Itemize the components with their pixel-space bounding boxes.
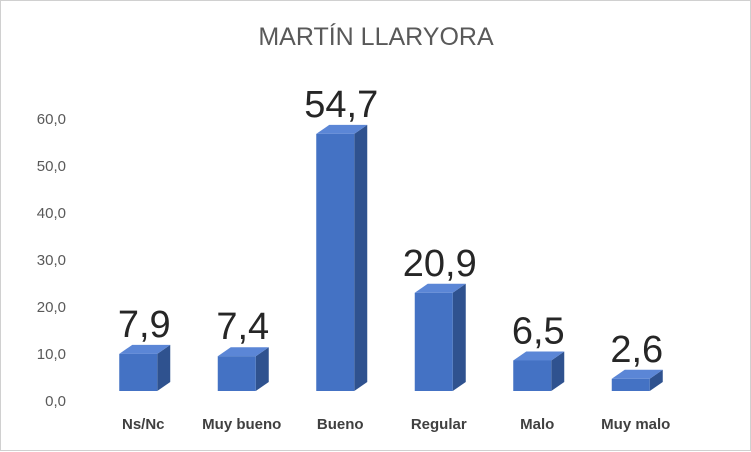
bars bbox=[119, 124, 663, 391]
y-tick-label: 30,0 bbox=[37, 252, 66, 269]
bar-front bbox=[414, 292, 453, 391]
y-tick-label: 0,0 bbox=[45, 393, 66, 410]
y-tick-label: 40,0 bbox=[37, 205, 66, 222]
data-label: 2,6 bbox=[610, 329, 663, 371]
data-labels: 7,9 7,4 54,7 20,9 6,5 2,6 bbox=[118, 84, 663, 371]
x-tick-label: Malo bbox=[520, 416, 554, 433]
chart-title: MARTÍN LLARYORA bbox=[258, 22, 494, 51]
y-tick-label: 10,0 bbox=[37, 346, 66, 363]
bar-top bbox=[119, 344, 171, 354]
bar-side bbox=[354, 124, 368, 391]
x-tick-label: Muy bueno bbox=[202, 416, 281, 433]
bar-side bbox=[157, 344, 171, 391]
y-axis: 0,0 10,0 20,0 30,0 40,0 50,0 60,0 bbox=[37, 111, 66, 410]
data-label: 7,4 bbox=[216, 306, 269, 348]
bar bbox=[513, 351, 565, 391]
y-tick-label: 60,0 bbox=[37, 111, 66, 128]
bar bbox=[119, 344, 171, 391]
bar-side bbox=[551, 351, 565, 391]
bar-front bbox=[611, 378, 650, 391]
bar bbox=[217, 347, 269, 391]
bar bbox=[611, 369, 663, 391]
bar-top bbox=[513, 351, 565, 361]
bar-top bbox=[316, 124, 368, 134]
bar-front bbox=[217, 356, 256, 391]
x-tick-label: Muy malo bbox=[601, 416, 670, 433]
data-label: 20,9 bbox=[403, 243, 477, 285]
x-tick-label: Ns/Nc bbox=[122, 416, 165, 433]
bar-side bbox=[452, 283, 466, 391]
bar-side bbox=[649, 369, 663, 391]
data-label: 7,9 bbox=[118, 304, 171, 346]
x-tick-label: Bueno bbox=[317, 416, 364, 433]
x-tick-label: Regular bbox=[411, 416, 467, 433]
bar-side bbox=[255, 347, 269, 391]
y-tick-label: 20,0 bbox=[37, 299, 66, 316]
data-label: 54,7 bbox=[304, 84, 378, 126]
bar-top bbox=[414, 283, 466, 293]
bar-front bbox=[316, 133, 355, 391]
bar-front bbox=[119, 353, 158, 391]
bar-top bbox=[217, 347, 269, 357]
x-axis: Ns/Nc Muy bueno Bueno Regular Malo Muy malo bbox=[122, 416, 670, 433]
bar bbox=[316, 124, 368, 391]
y-tick-label: 50,0 bbox=[37, 158, 66, 175]
bar-top bbox=[611, 369, 663, 379]
data-label: 6,5 bbox=[512, 310, 565, 352]
bar-front bbox=[513, 360, 552, 391]
bar bbox=[414, 283, 466, 391]
